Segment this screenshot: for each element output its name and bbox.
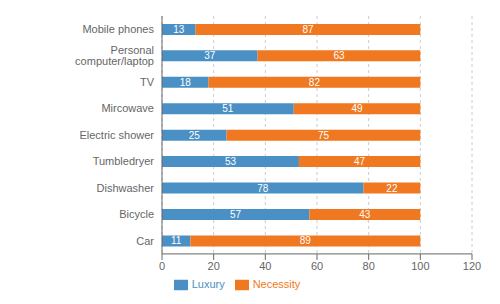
svg-text:37: 37: [204, 50, 216, 61]
svg-text:120: 120: [463, 260, 481, 272]
svg-text:Bicycle: Bicycle: [119, 208, 154, 220]
svg-text:89: 89: [300, 235, 312, 246]
svg-text:Dishwasher: Dishwasher: [97, 182, 155, 194]
svg-text:Mircowave: Mircowave: [101, 102, 154, 114]
svg-text:51: 51: [222, 103, 234, 114]
svg-text:49: 49: [351, 103, 363, 114]
svg-text:Personalcomputer/laptop: Personalcomputer/laptop: [75, 44, 154, 67]
svg-text:25: 25: [189, 130, 201, 141]
svg-text:20: 20: [208, 260, 220, 272]
svg-text:47: 47: [354, 156, 366, 167]
svg-text:60: 60: [311, 260, 323, 272]
svg-text:Mobile phones: Mobile phones: [82, 23, 154, 35]
svg-text:11: 11: [171, 235, 182, 246]
svg-text:18: 18: [180, 77, 192, 88]
svg-text:75: 75: [318, 130, 330, 141]
svg-text:53: 53: [225, 156, 237, 167]
svg-text:43: 43: [359, 209, 371, 220]
svg-text:Car: Car: [136, 235, 154, 247]
html-text:Necessity: Necessity: [252, 277, 301, 290]
svg-text:78: 78: [257, 183, 269, 194]
svg-text:80: 80: [363, 260, 375, 272]
html-text:Luxury: Luxury: [191, 277, 225, 290]
svg-text:63: 63: [333, 50, 345, 61]
svg-text:100: 100: [411, 260, 429, 272]
svg-text:40: 40: [259, 260, 271, 272]
svg-text:Electric shower: Electric shower: [79, 129, 154, 141]
svg-text:Tumbledryer: Tumbledryer: [93, 155, 155, 167]
svg-text:22: 22: [386, 183, 398, 194]
svg-text:82: 82: [309, 77, 321, 88]
svg-text:87: 87: [302, 24, 314, 35]
svg-text:57: 57: [230, 209, 242, 220]
svg-text:TV: TV: [140, 76, 155, 88]
svg-text:13: 13: [173, 24, 185, 35]
svg-text:0: 0: [159, 260, 165, 272]
